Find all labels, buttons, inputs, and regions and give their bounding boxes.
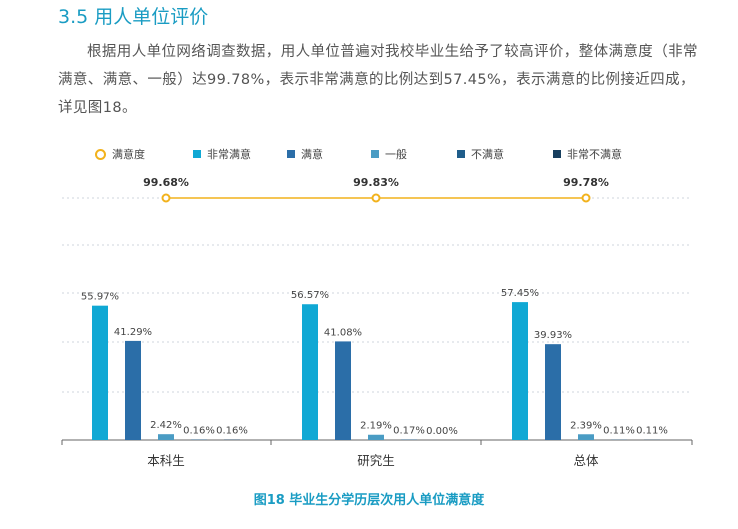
- bar: [158, 434, 174, 440]
- legend-swatch: [371, 150, 379, 158]
- satisfaction-point: [371, 193, 381, 203]
- legend-label: 满意: [301, 148, 323, 161]
- satisfaction-label: 99.78%: [563, 176, 609, 189]
- x-tick-label: 研究生: [357, 453, 395, 468]
- x-tick-label: 总体: [573, 453, 599, 468]
- data-label: 41.08%: [324, 327, 362, 338]
- legend-item-satisfaction: 满意度: [95, 146, 193, 162]
- bar: [335, 341, 351, 440]
- bar: [302, 304, 318, 440]
- legend-swatch: [287, 150, 295, 158]
- legend-circle-marker: [95, 148, 106, 160]
- bar: [578, 434, 594, 440]
- satisfaction-chart: 55.97% 56.57% 57.45% 41.29% 41.08% 39.93% 2.42…: [61, 176, 693, 468]
- satisfaction-label: 99.83%: [353, 176, 399, 189]
- legend-swatch: [193, 150, 201, 158]
- data-label: 0.16%: [183, 426, 215, 437]
- data-label: 0.11%: [636, 426, 668, 437]
- legend-item-very-dissatisfied: 非常不满意: [553, 146, 622, 162]
- data-label: 41.29%: [114, 327, 152, 338]
- legend-label: 非常满意: [207, 148, 251, 161]
- legend-swatch: [457, 150, 465, 158]
- legend-item-dissatisfied: 不满意: [457, 146, 553, 162]
- data-label: 39.93%: [534, 330, 572, 341]
- data-label: 2.19%: [360, 421, 392, 432]
- bar: [545, 344, 561, 440]
- legend-swatch: [553, 150, 561, 158]
- bar: [125, 340, 141, 440]
- legend-item-satisfied: 满意: [287, 146, 371, 162]
- legend-item-very-satisfied: 非常满意: [193, 146, 287, 162]
- satisfaction-label: 99.68%: [143, 176, 189, 189]
- legend-label: 满意度: [112, 148, 145, 161]
- data-label: 2.42%: [150, 420, 182, 431]
- data-label: 55.97%: [81, 292, 119, 303]
- legend-item-neutral: 一般: [371, 146, 457, 162]
- x-tick-label: 本科生: [147, 453, 185, 468]
- section-paragraph: 根据用人单位网络调查数据，用人单位普遍对我校毕业生给予了较高评价，整体满意度（非…: [58, 44, 698, 116]
- bar: [368, 434, 384, 440]
- data-label: 0.17%: [393, 426, 425, 437]
- legend-label: 不满意: [471, 148, 504, 161]
- data-label: 0.11%: [603, 426, 635, 437]
- legend-label: 一般: [385, 148, 407, 161]
- bar: [92, 305, 108, 440]
- legend-label: 非常不满意: [567, 148, 622, 161]
- data-label: 0.00%: [426, 426, 458, 437]
- data-label: 57.45%: [501, 288, 539, 299]
- data-label: 56.57%: [291, 290, 329, 301]
- data-label: 2.39%: [570, 420, 602, 431]
- data-label: 0.16%: [216, 426, 248, 437]
- figure-caption: 图18 毕业生分学历层次用人单位满意度: [253, 493, 485, 508]
- bar: [512, 302, 528, 440]
- satisfaction-point: [581, 193, 591, 203]
- chart-legend: 满意度 非常满意 满意 一般 不满意 非常不满意: [95, 145, 622, 163]
- section-heading: 3.5 用人单位评价: [58, 6, 209, 28]
- satisfaction-point: [161, 193, 171, 203]
